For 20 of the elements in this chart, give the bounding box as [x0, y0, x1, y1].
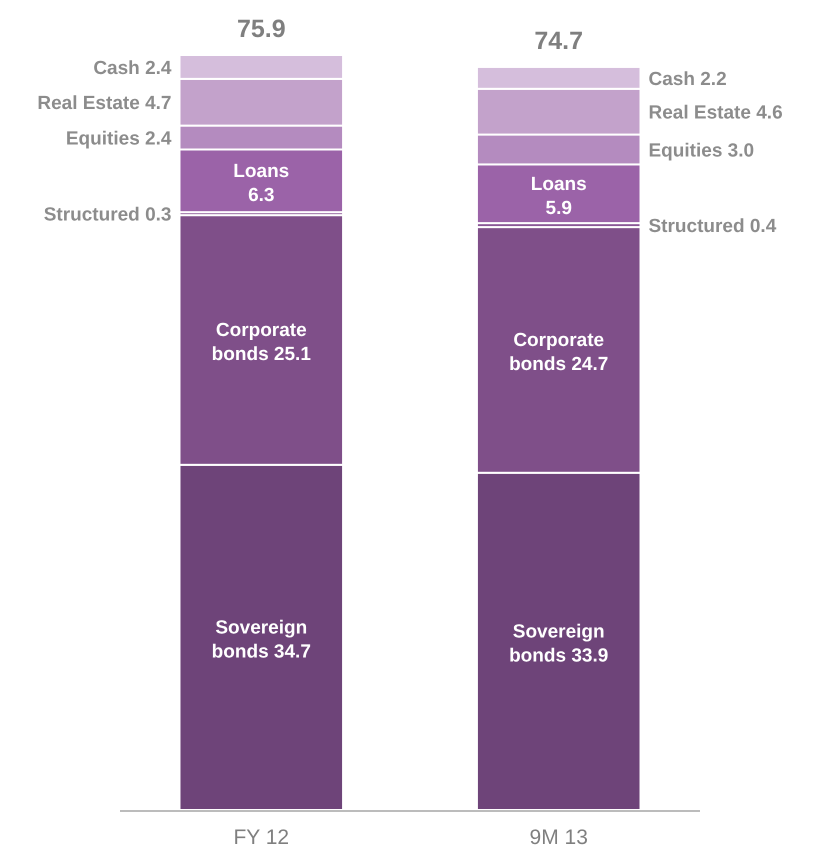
text: Structured 0.3 [44, 204, 172, 226]
x-tick-label: FY 12 [233, 826, 290, 849]
text: Equities 3.0 [648, 140, 754, 162]
text: Sovereign bonds 34.7 [212, 617, 311, 662]
text: Cash 2.2 [648, 68, 727, 90]
text: Equities 2.4 [66, 128, 172, 150]
data-label: 5.9 [546, 198, 572, 219]
total-label: 75.9 [236, 15, 286, 43]
data-label: 6.3 [248, 184, 274, 206]
x-tick-label: 9M 13 [530, 826, 588, 849]
total-label: 74.7 [534, 26, 584, 55]
series-label: Loans [530, 174, 587, 195]
text: Loans [233, 160, 290, 182]
text: Real Estate 4.6 [648, 102, 783, 124]
text: Real Estate 4.7 [37, 93, 172, 114]
text: Cash 2.4 [93, 58, 172, 79]
text: Corporate bonds 24.7 [509, 330, 608, 375]
text: Structured 0.4 [648, 216, 776, 238]
text: Sovereign bonds 33.9 [509, 621, 608, 666]
text: Corporate bonds 25.1 [212, 320, 311, 365]
